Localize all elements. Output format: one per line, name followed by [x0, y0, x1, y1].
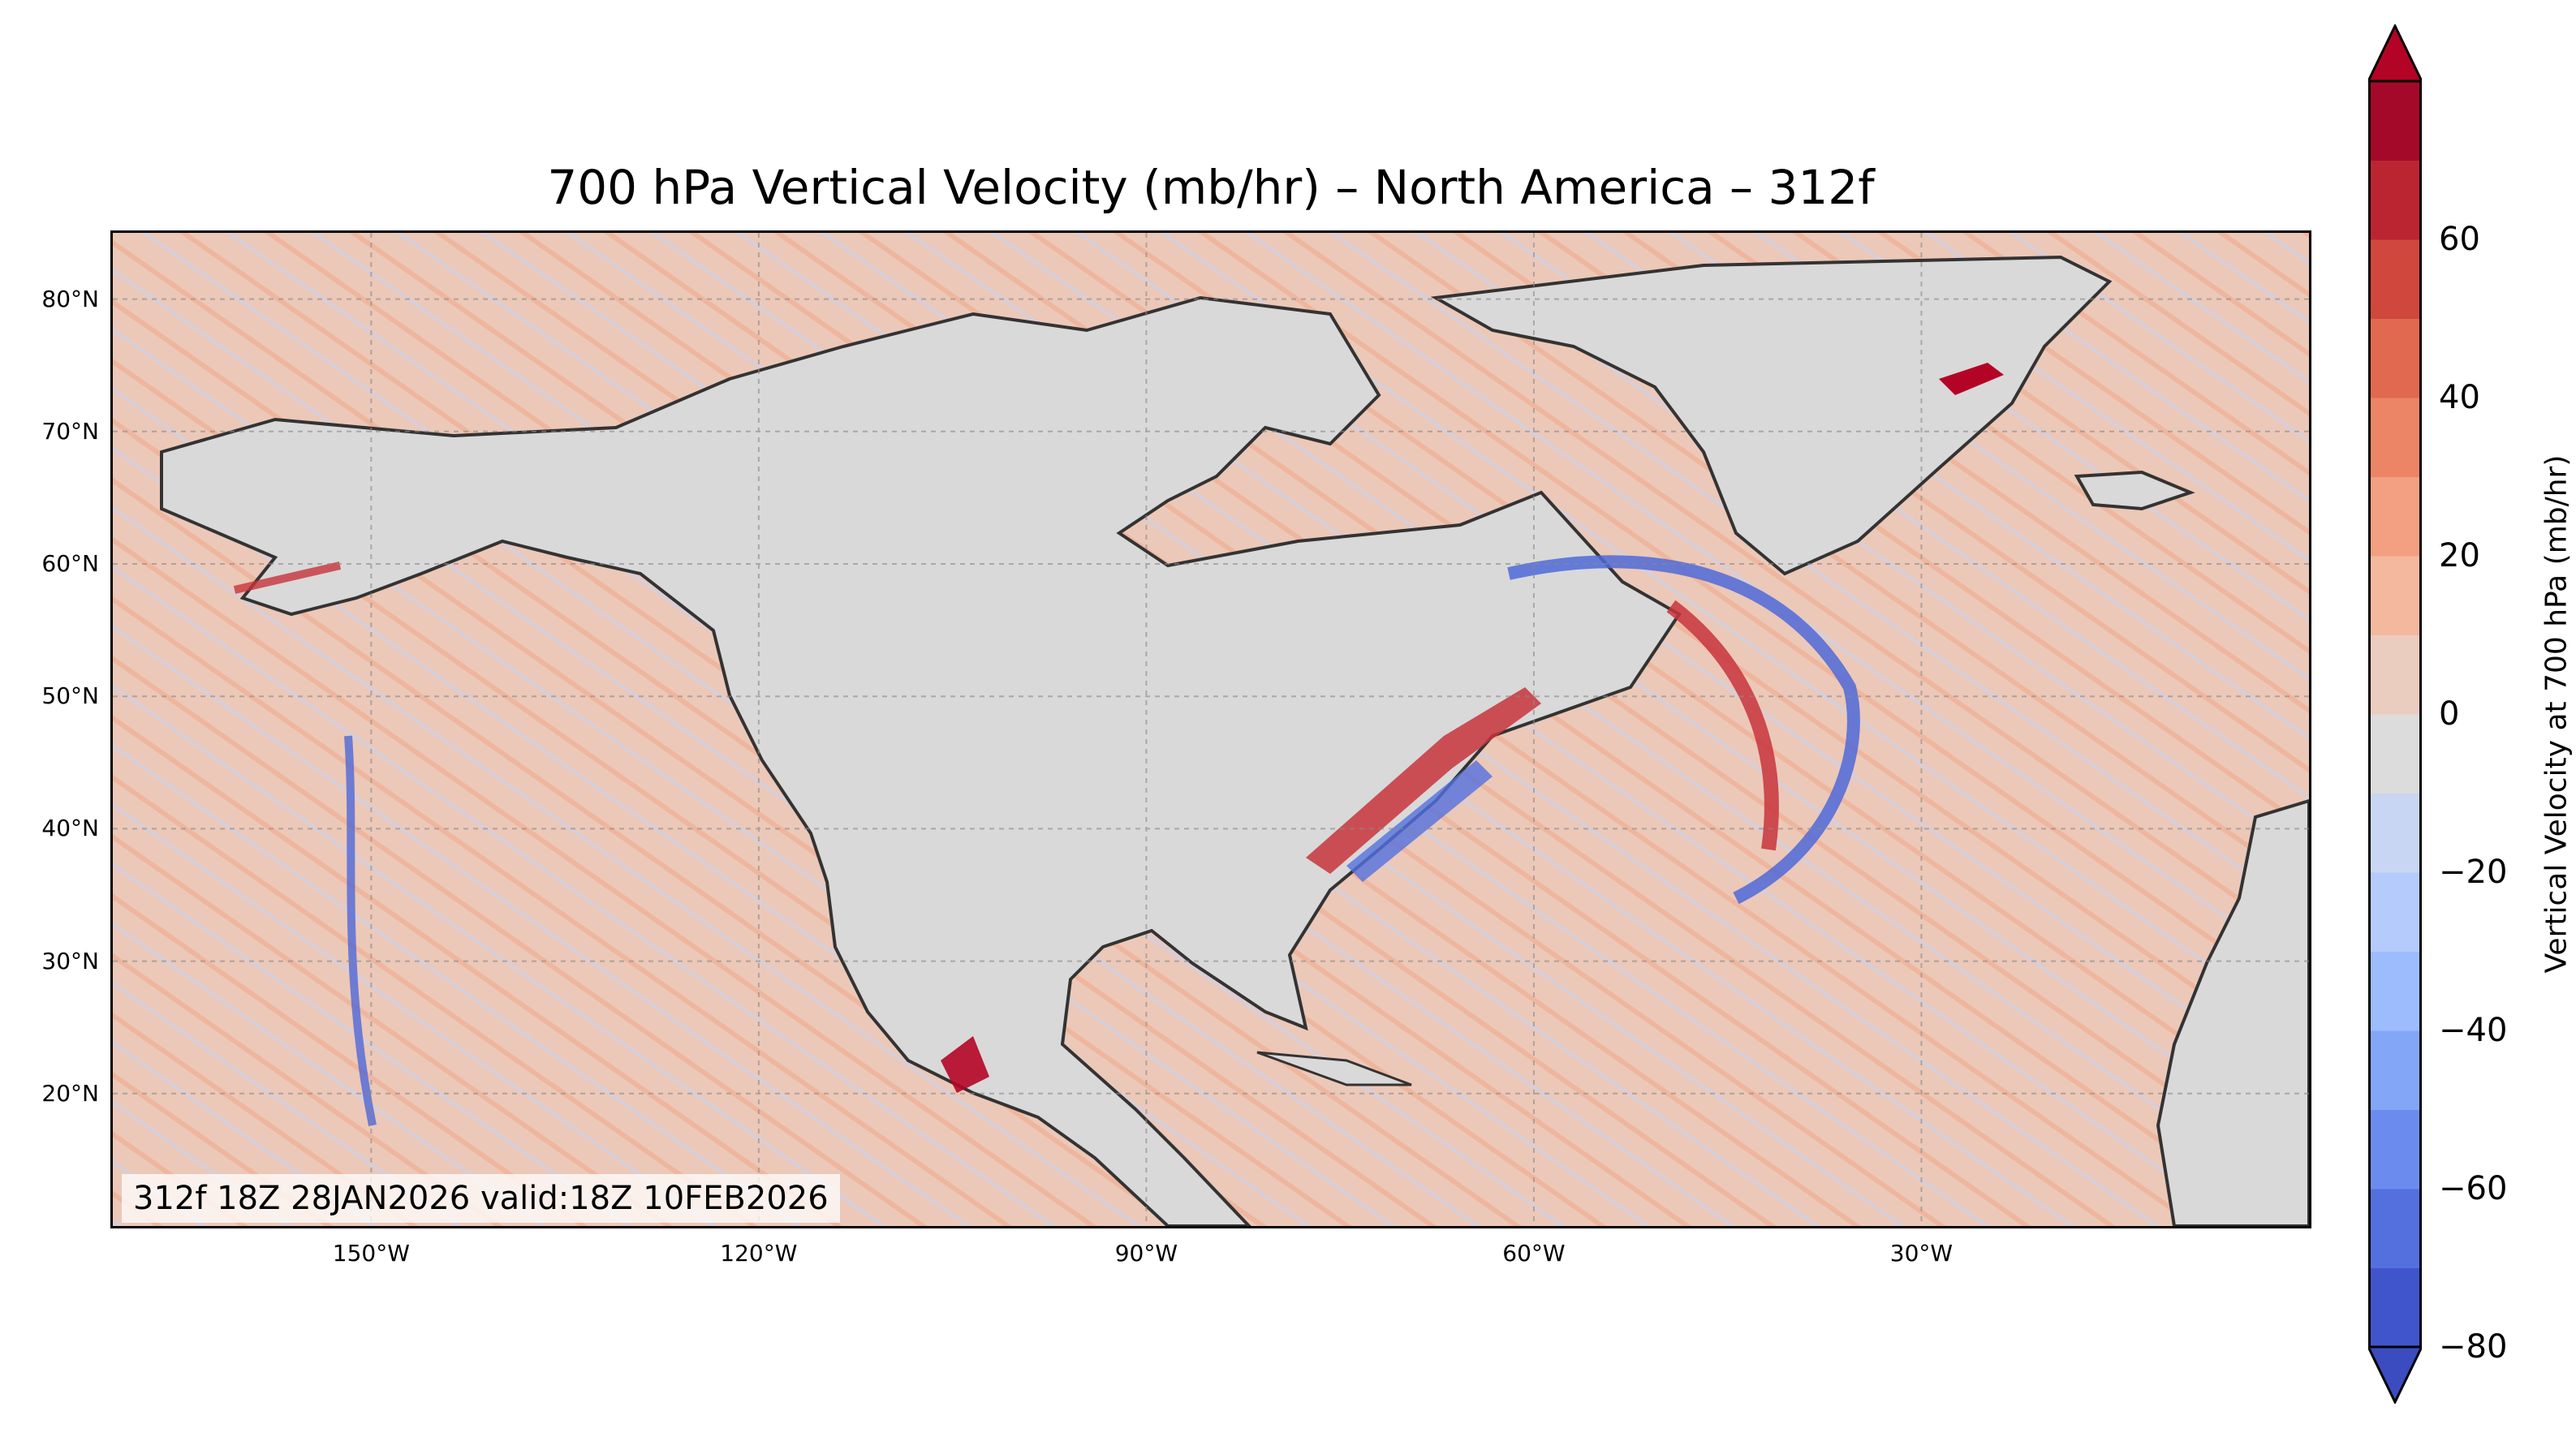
longitude-tick-label: 90°W	[1114, 1240, 1178, 1267]
colorbar-band	[2368, 398, 2422, 477]
colorbar-band	[2368, 951, 2422, 1031]
longitude-tick-label: 120°W	[720, 1240, 798, 1267]
colorbar-tick-label: 40	[2439, 379, 2480, 416]
latitude-tick-label: 20°N	[41, 1079, 99, 1107]
colorbar-band	[2368, 239, 2422, 319]
colorbar-band	[2368, 318, 2422, 398]
colorbar-label: Vertical Velocity at 700 hPa (mb/hr)	[2539, 454, 2574, 974]
colorbar-band	[2368, 1030, 2422, 1110]
latitude-tick-label: 60°N	[41, 550, 99, 577]
latitude-tick-label: 50°N	[41, 682, 99, 710]
colorbar-band	[2368, 793, 2422, 873]
colorbar	[2368, 24, 2422, 1404]
colorbar-outline	[2368, 80, 2422, 1349]
colorbar-band	[2368, 1267, 2422, 1348]
colorbar-band	[2368, 81, 2422, 161]
latitude-tick-label: 80°N	[41, 285, 99, 312]
colorbar-band	[2368, 160, 2422, 240]
colorbar-under-triangle	[2368, 1345, 2422, 1404]
iceland-landmass	[2074, 470, 2195, 511]
greenland-landmass	[1430, 255, 2113, 576]
latitude-tick-label: 30°N	[41, 947, 99, 974]
colorbar-band	[2368, 556, 2422, 635]
longitude-tick-label: 150°W	[332, 1240, 410, 1267]
low-center-red-arc	[1666, 600, 1779, 851]
colorbar-band	[2368, 476, 2422, 557]
forecast-valid-time-label: 312f 18Z 28JAN2026 valid:18Z 10FEB2026	[122, 1174, 840, 1223]
longitude-tick-label: 30°W	[1889, 1240, 1954, 1267]
atlantic-front-blue-band	[1346, 760, 1493, 882]
colorbar-band	[2368, 1109, 2422, 1189]
latitude-tick-label: 70°N	[41, 417, 99, 445]
colorbar-band	[2368, 1189, 2422, 1268]
map-panel[interactable]	[110, 230, 2311, 1228]
north-america-landmass	[160, 295, 1682, 1226]
low-center-blue-arc	[1507, 555, 1860, 905]
alaska-red-streak	[233, 561, 342, 594]
colorbar-band	[2368, 635, 2422, 715]
longitude-tick-label: 60°W	[1502, 1240, 1566, 1267]
map-title: 700 hPa Vertical Velocity (mb/hr) – Nort…	[547, 160, 1875, 215]
latitude-tick-label: 40°N	[41, 815, 99, 842]
atlantic-front-red-band	[1306, 687, 1541, 874]
colorbar-tick-label: 60	[2439, 221, 2480, 258]
colorbar-tick-label: 20	[2439, 537, 2480, 574]
cuba-island	[1256, 1051, 1412, 1086]
pacific-blue-streak	[344, 735, 377, 1126]
greenland-tip-red	[1939, 363, 2004, 395]
africa-landmass	[2156, 798, 2309, 1226]
colorbar-tick-label: −60	[2439, 1170, 2508, 1207]
mexico-red-blob	[941, 1036, 989, 1093]
graticule	[113, 233, 2309, 1226]
colorbar-over-triangle	[2368, 24, 2422, 83]
vertical-velocity-field	[113, 233, 2309, 1226]
colorbar-band	[2368, 872, 2422, 952]
colorbar-tick-label: −80	[2439, 1328, 2508, 1366]
colorbar-tick-label: 0	[2439, 695, 2460, 733]
colorbar-tick-label: −20	[2439, 854, 2508, 891]
colorbar-band	[2368, 714, 2422, 794]
colorbar-tick-label: −40	[2439, 1012, 2508, 1049]
